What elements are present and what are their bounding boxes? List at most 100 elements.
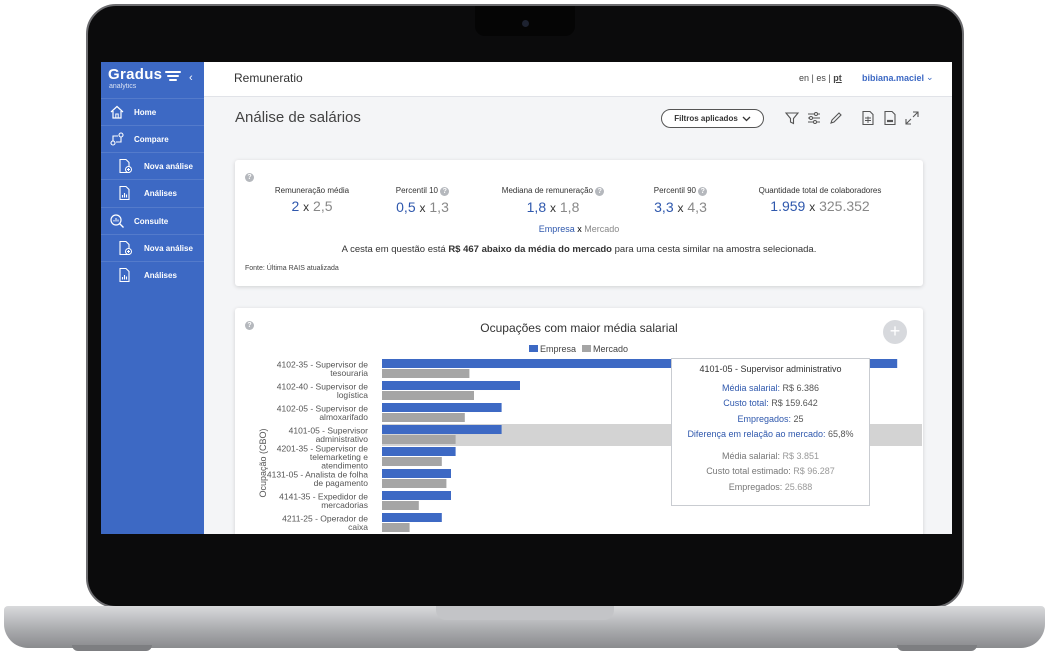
kpi-percentile-10: Percentil 10 ? 0,5 x 1,3 [385,186,460,215]
category-label: 4102-35 - Supervisor de [277,360,368,370]
category-label: almoxarifado [319,412,368,422]
bar-company[interactable] [382,381,520,390]
legend-company[interactable]: Empresa [529,344,576,354]
tooltip-company-line: Empregados: 25 [737,413,804,424]
app-title: Remuneratio [234,71,303,85]
category-label: 4211-25 - Operador de [282,514,368,524]
pdf-export-icon[interactable] [882,110,898,126]
kpi-percentile-90: Percentil 90 ? 3,3 x 4,3 [643,186,718,215]
new-analysis-icon [116,239,134,257]
lang-separator: | [811,73,814,83]
analyses-icon [116,184,134,202]
tooltip-market-line: Custo total estimado: R$ 96.287 [706,466,835,476]
sidebar-item-label: Nova análise [144,243,193,253]
category-label: atendimento [321,460,368,470]
applied-filters-button[interactable]: Filtros aplicados [661,109,764,128]
chart-tooltip: 4101-05 - Supervisor administrativo Médi… [671,358,870,506]
bar-company[interactable] [382,469,451,478]
category-label: telemarketing e [310,452,368,462]
kpi-value: 2 x 2,5 [291,198,333,214]
bar-market[interactable] [382,479,447,488]
chart-legend: Empresa Mercado [529,344,628,354]
help-icon[interactable]: ? [245,321,254,330]
sliders-icon[interactable] [806,110,822,126]
filter-icon[interactable] [784,110,800,126]
expand-icon[interactable] [904,110,920,126]
sidebar-item-consult[interactable]: Consulte [101,207,204,234]
sidebar-item-label: Home [134,107,157,117]
bar-market[interactable] [382,413,465,422]
lang-es[interactable]: es [816,73,826,83]
language-switcher: en | es | pt [799,73,842,83]
sidebar-item-label: Compare [134,134,169,144]
bar-company[interactable] [382,425,502,434]
user-menu[interactable]: bibiana.maciel [862,73,925,83]
kpi-value: 1.959 x 325.352 [770,198,870,214]
kpi-label: Quantidade total de colaboradores [758,186,882,195]
consult-icon [108,212,126,230]
lang-separator: | [828,73,831,83]
pencil-icon[interactable] [828,110,844,126]
new-analysis-icon [116,157,134,175]
help-icon[interactable]: ? [245,173,254,182]
chevron-down-icon[interactable]: ⌄ [926,72,934,82]
screen: Gradus analytics ‹ Home Compare Nova aná… [101,62,952,534]
sidebar-item-label: Consulte [134,216,169,226]
kpi-label: Percentil 90 ? [643,186,718,196]
bar-market[interactable] [382,501,419,510]
add-button[interactable]: + [883,320,907,344]
sidebar-item-compare-analyses[interactable]: Análises [101,179,204,206]
help-icon[interactable]: ? [440,187,450,196]
sidebar-item-consult-new-analysis[interactable]: Nova análise [101,234,204,261]
sidebar-item-consult-analyses[interactable]: Análises [101,261,204,288]
kpi-value: 0,5 x 1,3 [396,199,449,215]
category-label: 4141-35 - Expedidor de [279,492,368,502]
kpi-value: 1,8 x 1,8 [526,199,580,215]
bar-market[interactable] [382,523,410,532]
kpi-legend: Empresa x Mercado [538,224,620,234]
bar-market[interactable] [382,457,442,466]
collapse-sidebar-button[interactable]: ‹ [189,72,193,84]
spreadsheet-icon[interactable] [860,110,876,126]
bar-company[interactable] [382,513,442,522]
help-icon[interactable]: ? [698,187,708,196]
bar-company[interactable] [382,491,451,500]
bar-market[interactable] [382,435,456,444]
analyses-icon [116,266,134,284]
laptop-foot [897,645,977,651]
chevron-down-icon [742,116,751,121]
camera-icon [522,20,529,27]
kpi-label: Percentil 10 ? [385,186,460,196]
help-icon[interactable]: ? [595,187,605,196]
bar-company[interactable] [382,359,898,368]
page-title: Análise de salários [235,109,361,126]
tooltip-company-line: Média salarial: R$ 6.386 [721,382,820,393]
category-label: caixa [348,522,368,532]
bar-market[interactable] [382,391,474,400]
sidebar-item-label: Análises [144,188,177,198]
sidebar-item-home[interactable]: Home [101,98,204,125]
sidebar-item-compare[interactable]: Compare [101,125,204,152]
laptop-base-notch [436,606,614,620]
lang-pt[interactable]: pt [833,73,842,83]
legend-market[interactable]: Mercado [582,344,628,354]
tooltip-company-line: Custo total: R$ 159.642 [723,398,818,408]
tooltip-company-line: Diferença em relação ao mercado: 65,8% [687,429,854,439]
sidebar-item-compare-new-analysis[interactable]: Nova análise [101,152,204,179]
chart-title: Ocupações com maior média salarial [480,321,678,335]
lang-en[interactable]: en [799,73,810,83]
compare-icon [108,130,126,148]
bar-company[interactable] [382,403,502,412]
category-label: de pagamento [314,478,369,488]
summary-text: A cesta em questão está R$ 467 abaixo da… [341,244,817,255]
category-label: 4102-40 - Supervisor de [277,382,368,392]
category-label: 4101-05 - Supervisor [289,426,369,436]
kpi-label: Remuneração média [274,186,350,195]
sidebar-item-label: Análises [144,270,177,280]
kpi-median-pay: Mediana de remuneração ? 1,8 x 1,8 [493,186,613,215]
bar-market[interactable] [382,369,470,378]
bar-company[interactable] [382,447,456,456]
category-label: administrativo [316,434,369,444]
brand-subtitle: analytics [109,83,137,90]
kpi-card: ? Remuneração média 2 x 2,5 Percentil 10… [235,160,923,286]
